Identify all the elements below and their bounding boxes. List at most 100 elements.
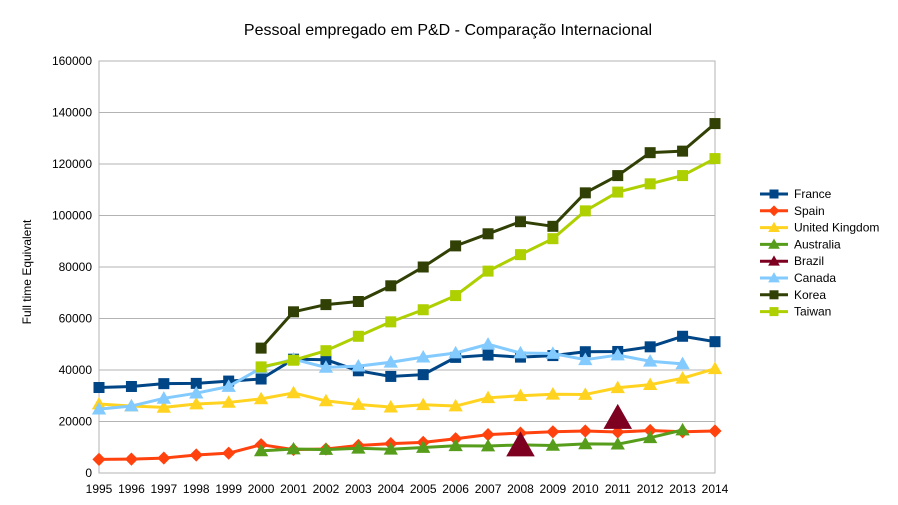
data-point-taiwan: [709, 153, 721, 165]
data-point-korea: [255, 342, 267, 354]
plot-area-border: [98, 60, 716, 474]
legend-marker: [769, 189, 779, 199]
legend-label: Canada: [794, 271, 836, 285]
data-point-australia: [578, 436, 593, 450]
data-point-canada: [318, 360, 334, 373]
y-tick-label: 0: [85, 466, 92, 480]
series-brazil: [506, 403, 633, 457]
y-axis-label: Full time Equivalent: [20, 219, 34, 324]
data-point-korea: [547, 220, 559, 232]
data-point-korea: [677, 145, 689, 157]
data-point-australia: [675, 422, 690, 436]
legend-marker: [769, 290, 779, 300]
x-tick-label: 2012: [637, 482, 664, 496]
series-line-australia: [261, 428, 683, 453]
data-point-canada: [189, 386, 204, 399]
data-point-united-kingdom: [578, 387, 593, 400]
data-point-united-kingdom: [610, 380, 625, 394]
data-point-united-kingdom: [707, 361, 723, 375]
x-tick-label: 2000: [248, 482, 275, 496]
data-point-spain: [92, 452, 106, 466]
data-point-australia: [286, 441, 301, 455]
legend-item-united-kingdom: United Kingdom: [760, 221, 879, 235]
data-point-france: [644, 341, 656, 353]
data-point-france: [677, 330, 689, 342]
series-taiwan: [255, 153, 721, 373]
data-point-spain: [643, 423, 657, 438]
data-point-canada: [221, 379, 236, 392]
data-point-france: [158, 378, 170, 390]
data-point-france: [482, 349, 494, 361]
data-point-taiwan: [352, 330, 364, 342]
data-point-taiwan: [385, 316, 397, 328]
data-point-united-kingdom: [156, 400, 171, 413]
data-point-canada: [513, 345, 528, 359]
y-tick-label: 140000: [52, 106, 92, 120]
data-point-france: [190, 377, 202, 389]
data-point-taiwan: [644, 178, 656, 190]
x-tick-label: 2008: [507, 482, 534, 496]
data-point-united-kingdom: [513, 388, 528, 402]
data-point-taiwan: [417, 304, 429, 316]
data-point-australia: [318, 442, 334, 455]
data-point-taiwan: [482, 265, 494, 277]
y-tick-label: 60000: [59, 312, 93, 326]
y-tick-label: 100000: [52, 209, 92, 223]
data-point-united-kingdom: [416, 397, 431, 411]
data-point-australia: [351, 441, 366, 454]
data-point-united-kingdom: [643, 377, 658, 391]
x-tick-label: 2009: [540, 482, 567, 496]
data-point-united-kingdom: [383, 399, 398, 413]
data-point-united-kingdom: [675, 371, 690, 384]
x-tick-labels: 1995 1996 1997 1998 1999 2000 2001 2002 2003 2004…: [86, 482, 729, 496]
data-point-canada: [156, 391, 171, 404]
series-australia: [253, 422, 690, 457]
legend: France Spain United Kingdom Australia Brazil…: [760, 187, 879, 319]
data-point-spain: [546, 425, 560, 439]
data-point-canada: [610, 347, 625, 361]
legend-marker: [768, 205, 780, 217]
legend-item-australia: Australia: [760, 237, 841, 251]
data-point-australia: [416, 440, 431, 453]
y-tick-label: 20000: [59, 415, 93, 429]
data-point-france: [579, 346, 591, 358]
legend-label: Brazil: [794, 254, 824, 268]
legend-label: Korea: [794, 288, 826, 302]
data-point-canada: [480, 337, 496, 350]
x-tick-label: 2006: [442, 482, 469, 496]
legend-item-korea: Korea: [760, 288, 826, 302]
data-point-spain: [578, 424, 592, 438]
data-point-france: [417, 369, 429, 381]
data-point-australia: [610, 437, 625, 450]
data-point-taiwan: [255, 361, 267, 373]
x-tick-label: 1996: [118, 482, 145, 496]
series-line-taiwan: [260, 157, 716, 369]
series-korea: [255, 118, 721, 354]
series-spain: [92, 423, 722, 466]
data-point-australia: [480, 438, 496, 452]
x-tick-label: 1995: [86, 482, 113, 496]
gridlines: [99, 60, 715, 474]
data-point-taiwan: [288, 354, 300, 366]
data-point-korea: [612, 170, 624, 182]
data-point-spain: [189, 448, 203, 462]
legend-marker: [768, 255, 780, 266]
data-point-spain: [124, 452, 139, 466]
y-tick-label: 120000: [52, 157, 92, 171]
series-line-united-kingdom: [98, 367, 716, 409]
data-point-france: [709, 336, 721, 348]
data-point-united-kingdom: [318, 393, 334, 407]
data-point-australia: [253, 443, 269, 457]
data-point-korea: [644, 147, 656, 159]
legend-label: United Kingdom: [794, 221, 879, 235]
y-tick-label: 160000: [52, 54, 92, 68]
data-point-australia: [448, 438, 463, 452]
data-point-united-kingdom: [253, 391, 269, 405]
legend-item-brazil: Brazil: [760, 254, 824, 268]
legend-label: Australia: [794, 237, 841, 251]
x-tick-label: 2005: [410, 482, 437, 496]
x-tick-label: 2002: [313, 482, 340, 496]
x-tick-label: 2001: [280, 482, 307, 496]
x-tick-label: 2011: [605, 482, 631, 496]
data-point-france: [255, 373, 267, 385]
